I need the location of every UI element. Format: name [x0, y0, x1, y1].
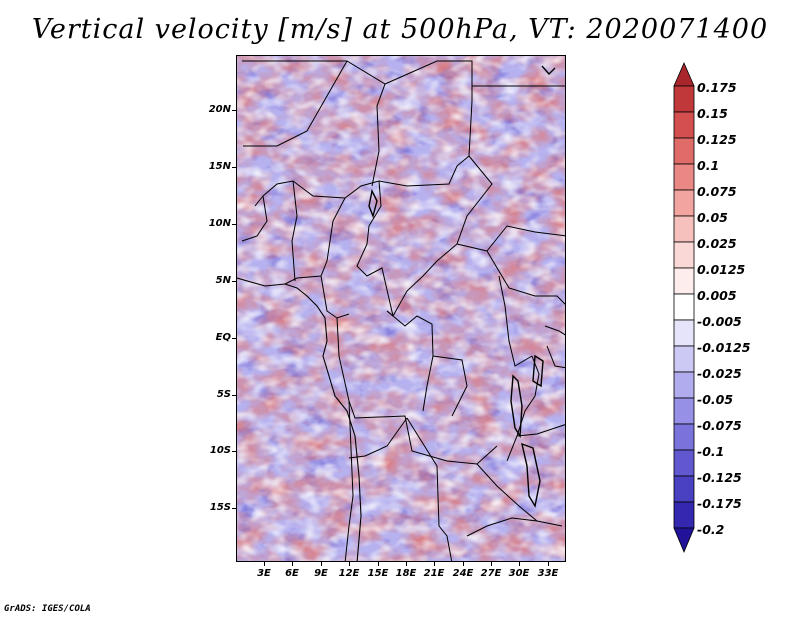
- colorbar-swatch: [673, 397, 695, 425]
- lat-label: EQ: [215, 332, 231, 343]
- lat-tick: [232, 338, 236, 339]
- colorbar-label: -0.175: [697, 496, 742, 511]
- colorbar-swatch: [673, 371, 695, 399]
- colorbar-label: 0.005: [697, 288, 737, 303]
- colorbar-swatch: [673, 85, 695, 113]
- lon-label: 15E: [367, 568, 389, 579]
- colorbar-swatch: [673, 345, 695, 373]
- velocity-field: [237, 56, 565, 561]
- colorbar-label: -0.075: [697, 418, 742, 433]
- colorbar-label: 0.075: [697, 184, 737, 199]
- lon-label: 30E: [508, 568, 530, 579]
- lon-label: 33E: [537, 568, 559, 579]
- colorbar-label: -0.0125: [697, 340, 751, 355]
- colorbar-label: 0.125: [697, 132, 737, 147]
- lat-tick: [232, 395, 236, 396]
- colorbar-label: 0.175: [697, 80, 737, 95]
- colorbar-swatch: [673, 475, 695, 503]
- colorbar-label: -0.1: [697, 444, 725, 459]
- colorbar-label: 0.0125: [697, 262, 746, 277]
- lat-tick: [232, 110, 236, 111]
- lon-label: 18E: [395, 568, 417, 579]
- lon-tick: [491, 562, 492, 566]
- lon-label: 3E: [257, 568, 271, 579]
- colorbar-label: 0.1: [697, 158, 720, 173]
- colorbar-swatch: [673, 293, 695, 321]
- lat-label: 15S: [209, 502, 231, 513]
- lon-label: 21E: [423, 568, 445, 579]
- colorbar-label: 0.05: [697, 210, 728, 225]
- lon-tick: [349, 562, 350, 566]
- lat-label: 20N: [208, 104, 231, 115]
- lon-tick: [434, 562, 435, 566]
- lon-label: 27E: [480, 568, 502, 579]
- lon-tick: [519, 562, 520, 566]
- colorbar-swatch: [673, 449, 695, 477]
- colorbar-label: -0.05: [697, 392, 734, 407]
- colorbar: [673, 62, 695, 554]
- lon-label: 9E: [314, 568, 328, 579]
- colorbar-swatch: [673, 137, 695, 165]
- colorbar-label: 0.025: [697, 236, 737, 251]
- colorbar-swatch: [673, 163, 695, 191]
- chart-title: Vertical velocity [m/s] at 500hPa, VT: 2…: [31, 14, 769, 45]
- colorbar-label: -0.025: [697, 366, 742, 381]
- lat-tick: [232, 508, 236, 509]
- colorbar-label: -0.005: [697, 314, 742, 329]
- lon-tick: [321, 562, 322, 566]
- lon-tick: [463, 562, 464, 566]
- lon-tick: [378, 562, 379, 566]
- colorbar-swatch: [673, 241, 695, 269]
- lat-label: 10S: [209, 445, 231, 456]
- lat-label: 10N: [208, 218, 231, 229]
- coastline: [237, 277, 362, 561]
- lat-label: 5S: [216, 389, 231, 400]
- colorbar-label: -0.2: [697, 522, 725, 537]
- lat-label: 5N: [215, 275, 231, 286]
- lakes: [368, 65, 556, 508]
- lon-tick: [264, 562, 265, 566]
- velocity-map: [236, 55, 566, 562]
- colorbar-swatch: [673, 501, 695, 529]
- lon-label: 24E: [452, 568, 474, 579]
- field-neutral: [237, 56, 565, 561]
- lat-tick: [232, 224, 236, 225]
- colorbar-label: 0.15: [697, 106, 728, 121]
- colorbar-swatch: [673, 62, 695, 87]
- lat-tick: [232, 451, 236, 452]
- colorbar-swatch: [673, 267, 695, 295]
- colorbar-swatch: [673, 189, 695, 217]
- lon-tick: [548, 562, 549, 566]
- lon-label: 12E: [338, 568, 360, 579]
- colorbar-swatch: [673, 111, 695, 139]
- lon-label: 6E: [285, 568, 299, 579]
- lat-tick: [232, 167, 236, 168]
- lat-label: 15N: [208, 161, 231, 172]
- credit-label: GrADS: IGES/COLA: [4, 604, 91, 614]
- colorbar-swatch: [673, 423, 695, 451]
- colorbar-swatch: [673, 215, 695, 243]
- colorbar-swatch: [673, 319, 695, 347]
- colorbar-swatch: [673, 527, 695, 554]
- country-borders: [241, 60, 565, 561]
- lon-tick: [292, 562, 293, 566]
- lat-tick: [232, 281, 236, 282]
- lon-tick: [406, 562, 407, 566]
- colorbar-label: -0.125: [697, 470, 742, 485]
